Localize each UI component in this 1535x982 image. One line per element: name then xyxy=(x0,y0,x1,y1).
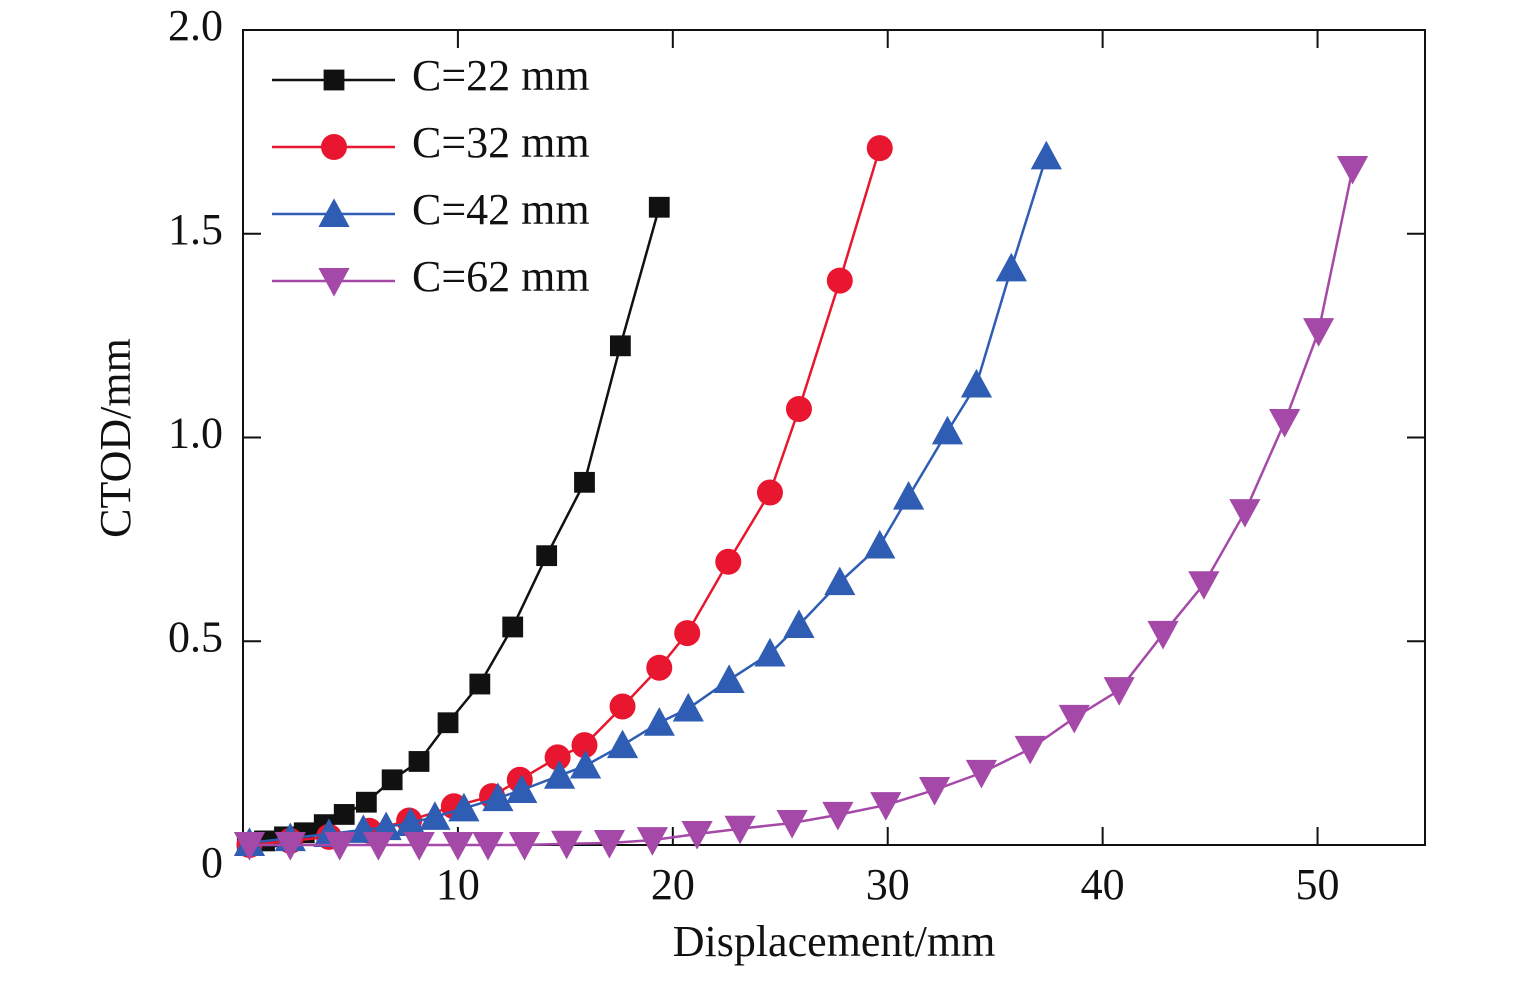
data-marker xyxy=(321,134,347,160)
x-axis-label: Displacement/mm xyxy=(673,917,996,966)
legend-label: C=62 mm xyxy=(412,252,590,301)
data-marker xyxy=(826,267,853,294)
data-marker xyxy=(960,368,993,398)
data-marker xyxy=(724,815,756,845)
x-tick-label: 10 xyxy=(436,860,480,909)
data-marker xyxy=(606,729,639,759)
data-marker xyxy=(609,335,631,357)
data-marker xyxy=(636,827,669,856)
data-marker xyxy=(931,415,964,445)
x-tick-label: 50 xyxy=(1296,860,1340,909)
data-marker xyxy=(681,820,713,850)
data-marker xyxy=(713,664,745,693)
data-marker xyxy=(408,751,430,772)
x-tick-label: 20 xyxy=(651,860,695,909)
data-marker xyxy=(574,471,595,493)
data-marker xyxy=(333,804,355,825)
data-marker xyxy=(472,832,504,861)
data-marker xyxy=(1058,704,1090,734)
data-marker xyxy=(544,744,571,771)
data-marker xyxy=(643,707,675,736)
data-marker xyxy=(609,693,636,720)
data-marker xyxy=(318,198,350,227)
data-marker xyxy=(672,692,704,722)
data-marker xyxy=(824,566,856,596)
series-line xyxy=(249,155,1048,845)
data-marker xyxy=(995,252,1027,282)
y-axis-label: CTOD/mm xyxy=(91,338,140,538)
data-marker xyxy=(756,479,783,506)
data-marker xyxy=(323,69,345,91)
data-marker xyxy=(892,480,925,510)
data-marker xyxy=(1147,620,1179,650)
data-marker xyxy=(822,801,854,831)
data-marker xyxy=(448,792,480,822)
data-marker xyxy=(1188,571,1220,600)
data-marker xyxy=(965,759,998,789)
data-marker xyxy=(593,829,626,859)
data-marker xyxy=(403,832,435,861)
y-tick-label: 1.5 xyxy=(168,205,223,254)
y-tick-label: 0 xyxy=(201,838,223,887)
data-marker xyxy=(646,654,673,681)
data-marker xyxy=(437,712,459,734)
data-marker xyxy=(776,809,808,839)
data-marker xyxy=(864,529,896,559)
data-marker xyxy=(395,807,427,836)
data-marker xyxy=(1103,677,1135,706)
data-marker xyxy=(1229,499,1261,528)
data-marker xyxy=(543,760,576,789)
data-marker xyxy=(355,791,377,813)
y-tick-label: 1.0 xyxy=(168,409,223,458)
data-marker xyxy=(482,782,514,812)
data-marker xyxy=(469,673,491,695)
data-marker xyxy=(1269,409,1301,438)
data-marker xyxy=(1336,155,1369,185)
data-marker xyxy=(502,616,524,638)
data-marker xyxy=(569,749,602,779)
data-marker xyxy=(754,637,786,667)
legend-label: C=22 mm xyxy=(412,51,590,100)
y-tick-label: 2.0 xyxy=(168,1,223,50)
data-marker xyxy=(274,832,306,861)
legend-label: C=42 mm xyxy=(412,185,590,234)
data-marker xyxy=(1014,735,1046,765)
series-line xyxy=(247,206,661,845)
data-marker xyxy=(674,620,701,647)
data-marker xyxy=(506,774,538,803)
data-marker xyxy=(870,792,902,821)
data-marker xyxy=(1303,318,1335,347)
data-marker xyxy=(362,832,394,861)
data-marker xyxy=(508,832,541,861)
data-marker xyxy=(419,801,451,830)
data-marker xyxy=(648,196,670,218)
data-marker xyxy=(536,545,558,567)
data-marker xyxy=(918,776,951,806)
data-marker xyxy=(866,135,893,162)
data-marker xyxy=(783,609,815,638)
x-tick-label: 30 xyxy=(866,860,910,909)
data-marker xyxy=(442,832,474,861)
data-marker xyxy=(1030,140,1062,170)
data-marker xyxy=(785,395,812,422)
x-tick-label: 40 xyxy=(1081,860,1125,909)
y-tick-label: 0.5 xyxy=(168,612,223,661)
data-marker xyxy=(381,769,403,791)
data-marker xyxy=(715,548,742,575)
data-marker xyxy=(318,268,350,297)
data-marker xyxy=(324,832,356,861)
data-marker xyxy=(233,832,266,861)
legend-label: C=32 mm xyxy=(412,118,590,167)
data-marker xyxy=(551,830,583,860)
data-marker xyxy=(571,732,598,759)
